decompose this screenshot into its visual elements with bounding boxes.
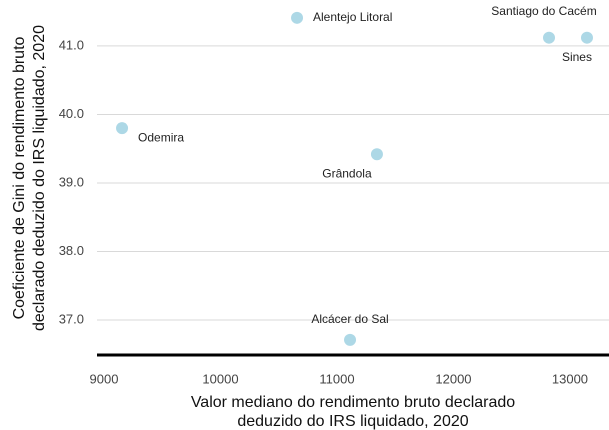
point [543,31,556,44]
x-axis-label: Valor mediano do rendimento bruto declar… [191,394,515,411]
point-label: Alcácer do Sal [311,312,388,326]
x-tick-label: 11000 [319,371,354,386]
point [291,11,304,24]
y-tick-label: 38.0 [59,243,84,258]
point-label: Santiago do Cacém [491,4,596,18]
point-label: Alentejo Litoral [313,10,392,24]
y-axis-label: Coeficiente de Gini do rendimento bruto [11,36,28,319]
point-label: Grândola [322,166,372,180]
point-label: Sines [562,50,592,64]
y-tick-label: 39.0 [59,174,84,189]
x-tick-label: 12000 [435,371,471,386]
y-tick-label: 37.0 [59,311,84,326]
x-axis-label: deduzido do IRS liquidado, 2020 [237,413,468,430]
point-label: Odemira [138,130,184,144]
point [344,333,357,346]
y-axis-label: declarado deduzido do IRS liquidado, 202… [31,25,48,331]
x-tick-label: 13000 [552,371,588,386]
y-tick-label: 40.0 [59,106,84,121]
x-tick-label: 10000 [202,371,238,386]
point [580,31,593,44]
x-tick-label: 9000 [90,371,119,386]
point [370,148,383,161]
point [116,122,129,135]
y-tick-label: 41.0 [59,37,84,52]
